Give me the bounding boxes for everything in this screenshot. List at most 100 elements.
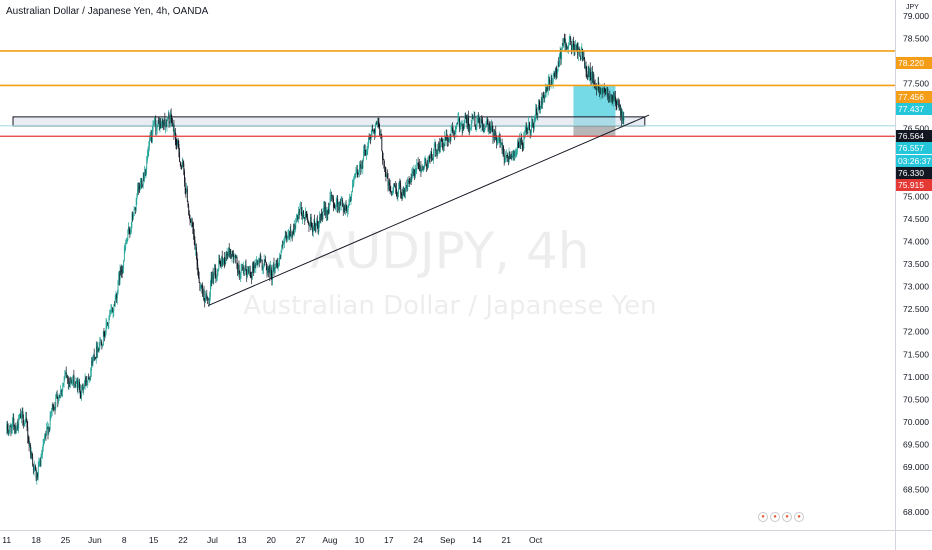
candle-body bbox=[124, 247, 126, 250]
candle-body bbox=[171, 119, 173, 124]
candle-body bbox=[606, 88, 608, 92]
candle-body bbox=[154, 120, 156, 122]
candle-body bbox=[327, 209, 329, 215]
price-tick-label: 79.000 bbox=[903, 11, 929, 21]
candle-body bbox=[346, 209, 348, 213]
candle-body bbox=[438, 143, 440, 149]
candle-body bbox=[132, 214, 134, 218]
price-axis[interactable]: 79.00078.50078.00077.50077.00076.50076.0… bbox=[895, 0, 930, 550]
candle-body bbox=[375, 122, 377, 125]
candle-body bbox=[268, 264, 270, 272]
event-flag-icon[interactable]: ● bbox=[770, 512, 780, 522]
watermark-symbol: AUDJPY, 4h bbox=[311, 222, 590, 280]
candle-body bbox=[557, 70, 558, 74]
candle-body bbox=[172, 123, 174, 126]
candle-body bbox=[206, 295, 208, 298]
candle-body bbox=[27, 427, 29, 438]
candle-body bbox=[457, 123, 458, 124]
candle-body bbox=[363, 144, 365, 151]
candle-body bbox=[214, 265, 216, 275]
candle-body bbox=[264, 259, 266, 261]
candle-body bbox=[564, 39, 566, 47]
candle-body bbox=[295, 222, 297, 229]
candle-body bbox=[137, 188, 139, 190]
candle-body bbox=[515, 151, 517, 155]
time-axis[interactable]: 11 18 25 Jun 8 15 22 Jul 13 20 27 Aug 10 17 24 Sep 14 21 O… bbox=[0, 530, 932, 546]
candle-body bbox=[582, 56, 584, 61]
candle-body bbox=[160, 123, 162, 126]
candle-body bbox=[396, 196, 398, 198]
candle-body bbox=[460, 124, 462, 126]
candle-body bbox=[306, 215, 308, 218]
candle-body bbox=[12, 420, 13, 428]
price-tick-label: 73.000 bbox=[903, 282, 929, 292]
candle-body bbox=[321, 215, 323, 220]
candle-body bbox=[363, 150, 365, 159]
candle-body bbox=[404, 189, 406, 193]
candle-body bbox=[349, 200, 351, 202]
candle-body bbox=[42, 443, 44, 450]
time-tick-label: 13 bbox=[237, 535, 247, 545]
price-tick-label: 71.000 bbox=[903, 372, 929, 382]
candle-body bbox=[70, 377, 72, 384]
event-flag-icon[interactable]: ● bbox=[794, 512, 804, 522]
candle-body bbox=[399, 182, 401, 186]
candle-body bbox=[329, 196, 331, 206]
candle-body bbox=[142, 177, 144, 187]
candle-body bbox=[128, 226, 130, 231]
event-flag-icon[interactable]: ● bbox=[758, 512, 768, 522]
candle-body bbox=[29, 445, 31, 446]
candle-body bbox=[503, 146, 505, 155]
candle-body bbox=[263, 259, 265, 267]
candle-body bbox=[35, 469, 37, 479]
candle-body bbox=[175, 139, 177, 145]
candle-body bbox=[573, 41, 574, 47]
time-tick-label: Aug bbox=[322, 535, 337, 545]
candle-body bbox=[357, 172, 359, 175]
candle-body bbox=[61, 390, 63, 392]
price-badge-label: 77.437 bbox=[898, 104, 924, 114]
candle-body bbox=[69, 382, 71, 383]
candle-body bbox=[112, 308, 113, 313]
candle-body bbox=[207, 298, 209, 300]
candle-body bbox=[33, 464, 34, 470]
candle-body bbox=[369, 136, 371, 140]
candle-body bbox=[513, 151, 515, 157]
candle-body bbox=[564, 38, 565, 40]
candle-body bbox=[470, 128, 472, 130]
candle-body bbox=[80, 396, 82, 397]
candle-body bbox=[426, 165, 428, 168]
candle-body bbox=[79, 381, 81, 390]
candle-body bbox=[223, 258, 225, 260]
candle-body bbox=[496, 140, 498, 143]
price-tick-label: 78.500 bbox=[903, 33, 929, 43]
candle-body bbox=[201, 284, 203, 289]
candle-body bbox=[273, 263, 274, 271]
candle-body bbox=[86, 381, 88, 383]
candle-body bbox=[608, 96, 609, 99]
candle-body bbox=[490, 127, 492, 131]
candle-body bbox=[280, 251, 282, 257]
candle-body bbox=[518, 144, 520, 148]
event-flag-icon[interactable]: ● bbox=[782, 512, 792, 522]
candle-body bbox=[539, 105, 541, 110]
candle-body bbox=[578, 47, 580, 50]
event-icons[interactable]: ● ● ● ● bbox=[758, 512, 804, 522]
candle-body bbox=[240, 272, 241, 279]
candle-body bbox=[147, 155, 148, 161]
candle-body bbox=[135, 198, 137, 210]
candle-body bbox=[366, 150, 368, 154]
candle-body bbox=[103, 331, 104, 346]
candle-body bbox=[328, 209, 330, 213]
candle-body bbox=[14, 427, 16, 429]
candle-body bbox=[378, 122, 380, 128]
candle-body bbox=[192, 222, 194, 228]
price-badge bbox=[896, 167, 932, 179]
time-tick-label: 25 bbox=[61, 535, 71, 545]
candle-body bbox=[50, 412, 52, 415]
candle-body bbox=[245, 265, 246, 271]
candle-body bbox=[422, 166, 424, 171]
candle-body bbox=[605, 90, 607, 94]
candle-body bbox=[54, 406, 55, 411]
